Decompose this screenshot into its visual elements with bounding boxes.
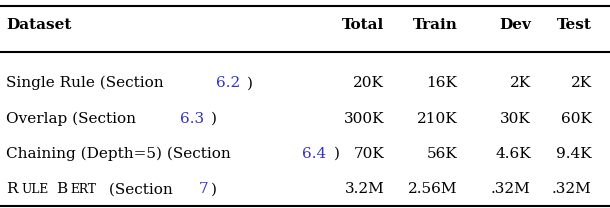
Text: 30K: 30K [500, 111, 531, 126]
Text: ): ) [247, 76, 253, 90]
Text: Dev: Dev [499, 18, 531, 32]
Text: 60K: 60K [561, 111, 592, 126]
Text: ERT: ERT [70, 183, 96, 196]
Text: 210K: 210K [417, 111, 458, 126]
Text: 4.6K: 4.6K [495, 147, 531, 161]
Text: .32M: .32M [491, 182, 531, 196]
Text: Train: Train [412, 18, 458, 32]
Text: 56K: 56K [427, 147, 458, 161]
Text: ULE: ULE [21, 183, 48, 196]
Text: .32M: .32M [552, 182, 592, 196]
Text: R: R [6, 182, 18, 196]
Text: 16K: 16K [426, 76, 458, 90]
Text: 2K: 2K [570, 76, 592, 90]
Text: 300K: 300K [344, 111, 384, 126]
Text: (Section: (Section [104, 182, 178, 196]
Text: 6.4: 6.4 [303, 147, 326, 161]
Text: 3.2M: 3.2M [345, 182, 384, 196]
Text: Chaining (Depth=5) (Section: Chaining (Depth=5) (Section [6, 147, 235, 161]
Text: Overlap (Section: Overlap (Section [6, 111, 141, 126]
Text: 2K: 2K [509, 76, 531, 90]
Text: 70K: 70K [354, 147, 384, 161]
Text: 9.4K: 9.4K [556, 147, 592, 161]
Text: ): ) [211, 111, 217, 126]
Text: Single Rule (Section: Single Rule (Section [6, 76, 168, 90]
Text: Test: Test [557, 18, 592, 32]
Text: ): ) [211, 182, 217, 196]
Text: 6.2: 6.2 [216, 76, 240, 90]
Text: B: B [56, 182, 67, 196]
Text: 20K: 20K [353, 76, 384, 90]
Text: ): ) [334, 147, 340, 161]
Text: 6.3: 6.3 [180, 111, 204, 126]
Text: 7: 7 [199, 182, 209, 196]
Text: Dataset: Dataset [6, 18, 71, 32]
Text: 2.56M: 2.56M [408, 182, 458, 196]
Text: Total: Total [342, 18, 384, 32]
